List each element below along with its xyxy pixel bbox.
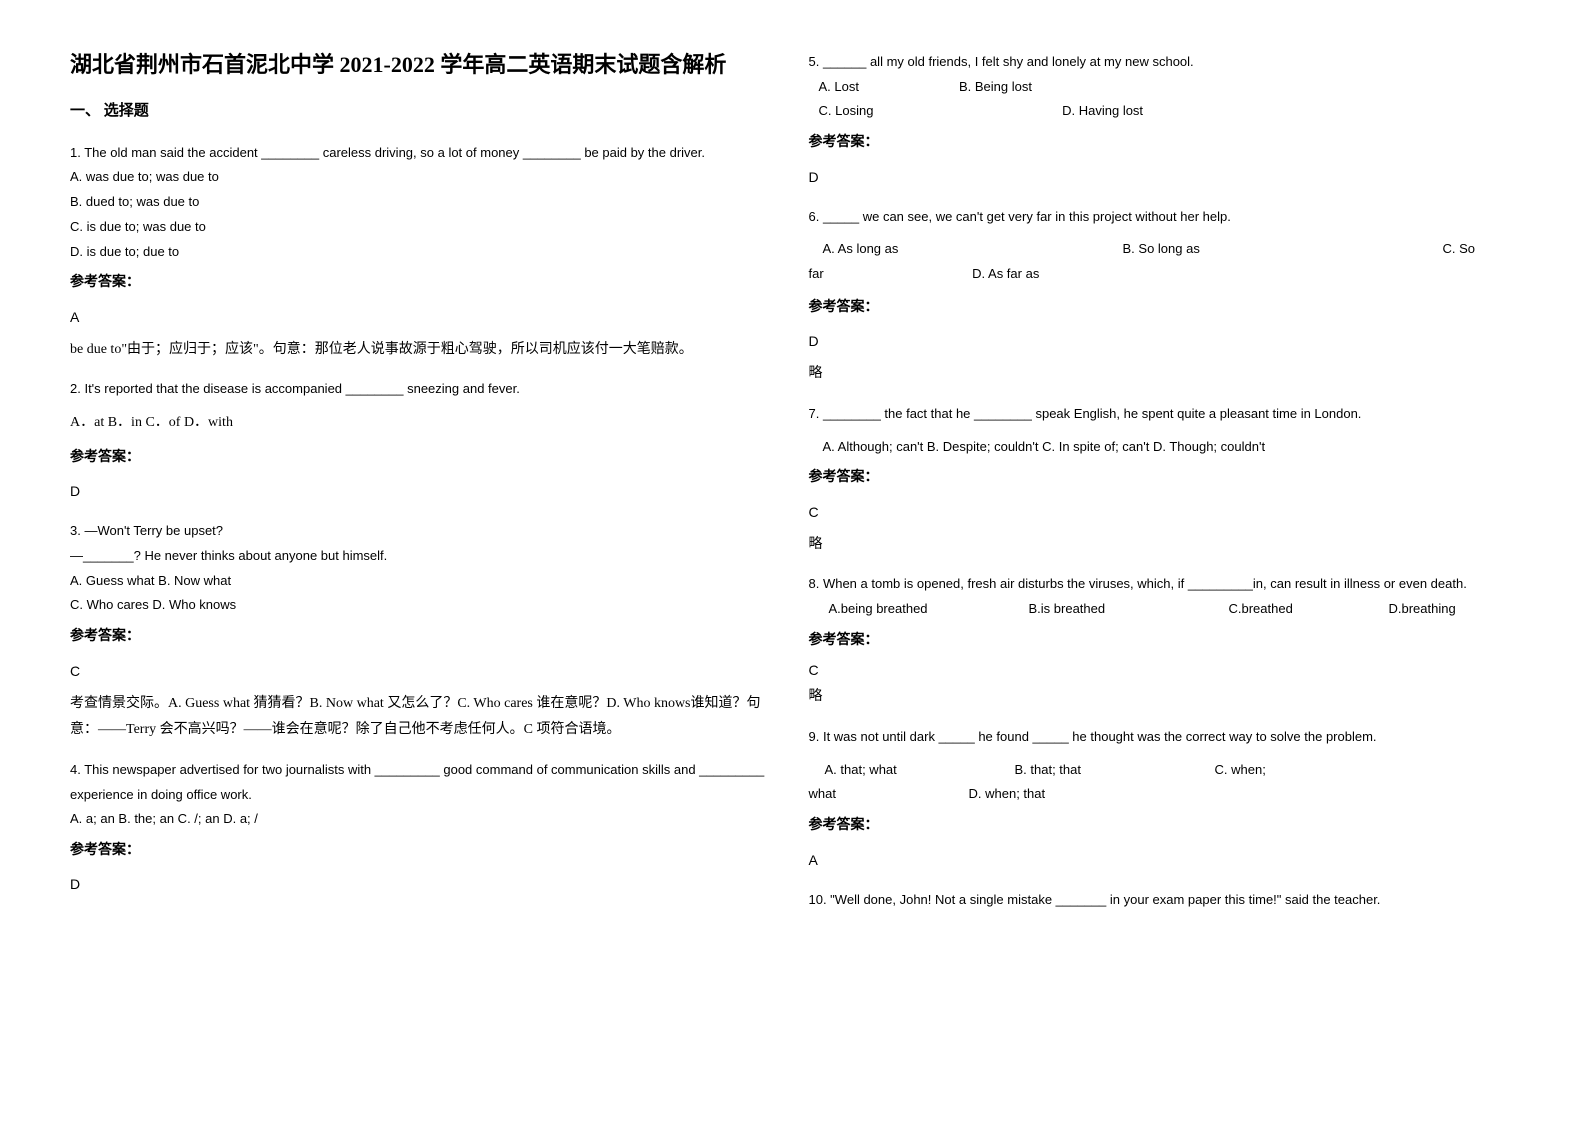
q3-answer-label: 参考答案：	[70, 624, 779, 651]
q4-answer: D	[70, 870, 779, 898]
q1-answer: A	[70, 303, 779, 331]
q6-far: far	[809, 262, 969, 287]
q7-answer: C	[809, 498, 1518, 526]
q2-options: A．at B．in C．of D．with	[70, 410, 779, 437]
q9-text: 9. It was not until dark _____ he found …	[809, 725, 1518, 750]
right-column: 5. ______ all my old friends, I felt shy…	[809, 50, 1518, 1092]
q5-opt-c: C. Losing	[819, 99, 1059, 124]
q9-answer-label: 参考答案：	[809, 813, 1518, 840]
q6-opt-c: C. So	[1443, 237, 1476, 262]
q4-text: 4. This newspaper advertised for two jou…	[70, 758, 779, 807]
question-3: 3. —Won't Terry be upset? —_______? He n…	[70, 519, 779, 744]
q7-answer-label: 参考答案：	[809, 465, 1518, 492]
question-1: 1. The old man said the accident _______…	[70, 141, 779, 364]
q4-options: A. a; an B. the; an C. /; an D. a; /	[70, 807, 779, 832]
q6-answer-label: 参考答案：	[809, 295, 1518, 322]
q5-opt-a: A. Lost	[819, 75, 859, 100]
q1-explanation: be due to"由于；应归于；应该"。句意：那位老人说事故源于粗心驾驶，所以…	[70, 337, 779, 364]
question-2: 2. It's reported that the disease is acc…	[70, 377, 779, 505]
q9-opt-a: A. that; what	[825, 758, 1015, 783]
q5-opts-line1: A. Lost B. Being lost	[819, 75, 1518, 100]
q9-what: what	[809, 782, 969, 807]
q8-text-content: 8. When a tomb is opened, fresh air dist…	[809, 576, 1467, 591]
q3-opts-cd: C. Who cares D. Who knows	[70, 593, 779, 618]
q3-line1: 3. —Won't Terry be upset?	[70, 519, 779, 544]
q6-opt-b: B. So long as	[1123, 237, 1443, 262]
q8-opt-c: C.breathed	[1229, 597, 1389, 622]
q6-opt-a: A. As long as	[823, 237, 1123, 262]
q10-text: 10. "Well done, John! Not a single mista…	[809, 888, 1518, 913]
q3-line2: —_______? He never thinks about anyone b…	[70, 544, 779, 569]
question-7: 7. ________ the fact that he ________ sp…	[809, 402, 1518, 559]
question-4: 4. This newspaper advertised for two jou…	[70, 758, 779, 899]
q9-opts-line1: A. that; what B. that; that C. when;	[825, 758, 1518, 783]
q5-answer: D	[809, 163, 1518, 191]
q6-opts-line2: far D. As far as	[809, 262, 1518, 287]
question-8: 8. When a tomb is opened, fresh air dist…	[809, 572, 1518, 711]
q3-explanation: 考查情景交际。A. Guess what 猜猜看？B. Now what 又怎么…	[70, 691, 779, 744]
q8-opt-d: D.breathing	[1389, 597, 1456, 622]
question-6: 6. _____ we can see, we can't get very f…	[809, 205, 1518, 388]
q5-opt-b: B. Being lost	[959, 75, 1032, 100]
q5-text: 5. ______ all my old friends, I felt shy…	[809, 50, 1518, 75]
q8-opt-b: B.is breathed	[1029, 597, 1229, 622]
q9-opt-b: B. that; that	[1015, 758, 1215, 783]
document-title: 湖北省荆州市石首泥北中学 2021-2022 学年高二英语期末试题含解析	[70, 50, 779, 81]
q8-explanation: 略	[809, 684, 1518, 711]
q7-explanation: 略	[809, 532, 1518, 559]
q9-opts-line2: what D. when; that	[809, 782, 1518, 807]
q1-text: 1. The old man said the accident _______…	[70, 141, 779, 166]
q7-options: A. Although; can't B. Despite; couldn't …	[823, 435, 1518, 460]
q5-opts-line2: C. Losing D. Having lost	[819, 99, 1518, 124]
q9-answer: A	[809, 846, 1518, 874]
question-9: 9. It was not until dark _____ he found …	[809, 725, 1518, 874]
question-5: 5. ______ all my old friends, I felt shy…	[809, 50, 1518, 191]
section-heading: 一、 选择题	[70, 99, 779, 123]
q8-answer-label: 参考答案：	[809, 628, 1518, 655]
q3-answer: C	[70, 657, 779, 685]
q6-opts-line1: A. As long as B. So long as C. So	[823, 237, 1518, 262]
q1-opt-a: A. was due to; was due to	[70, 165, 779, 190]
q6-explanation: 略	[809, 361, 1518, 388]
q6-opt-d: D. As far as	[972, 266, 1039, 281]
q8-text: 8. When a tomb is opened, fresh air dist…	[809, 572, 1518, 597]
question-10: 10. "Well done, John! Not a single mista…	[809, 888, 1518, 913]
q5-answer-label: 参考答案：	[809, 130, 1518, 157]
q4-answer-label: 参考答案：	[70, 838, 779, 865]
q1-opt-c: C. is due to; was due to	[70, 215, 779, 240]
q7-text: 7. ________ the fact that he ________ sp…	[809, 402, 1518, 427]
q2-answer: D	[70, 477, 779, 505]
q8-options: A.being breathed B.is breathed C.breathe…	[809, 597, 1518, 622]
q9-opt-d: D. when; that	[969, 782, 1046, 807]
q1-opt-b: B. dued to; was due to	[70, 190, 779, 215]
q5-opt-d: D. Having lost	[1062, 103, 1143, 118]
q2-text: 2. It's reported that the disease is acc…	[70, 377, 779, 402]
left-column: 湖北省荆州市石首泥北中学 2021-2022 学年高二英语期末试题含解析 一、 …	[70, 50, 779, 1092]
q8-opt-a: A.being breathed	[829, 597, 1029, 622]
q9-opt-c: C. when;	[1215, 758, 1335, 783]
q8-answer: C	[809, 656, 1518, 684]
q1-answer-label: 参考答案：	[70, 270, 779, 297]
q6-text: 6. _____ we can see, we can't get very f…	[809, 205, 1518, 230]
q6-answer: D	[809, 327, 1518, 355]
q1-opt-d: D. is due to; due to	[70, 240, 779, 265]
q3-opts-ab: A. Guess what B. Now what	[70, 569, 779, 594]
q2-answer-label: 参考答案：	[70, 445, 779, 472]
